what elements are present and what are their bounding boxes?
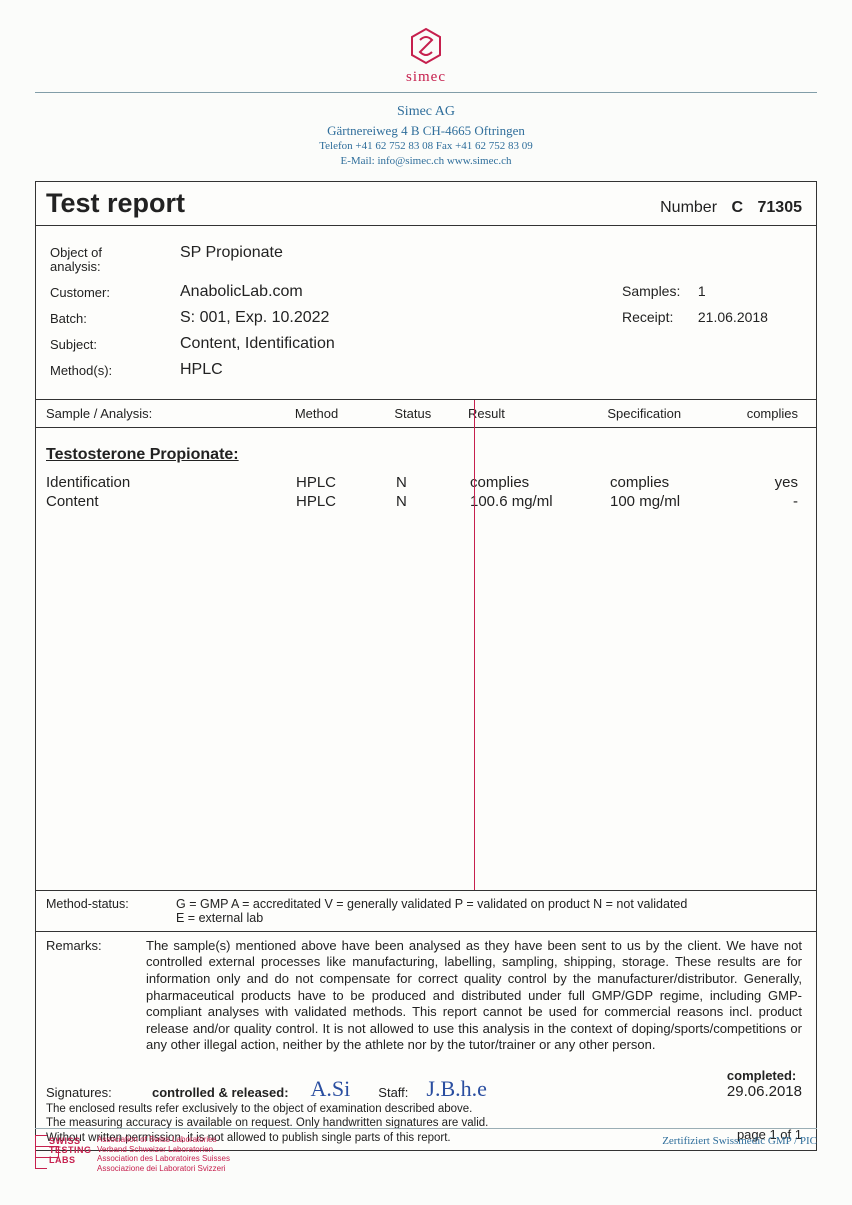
top-rule: [35, 92, 817, 93]
staff-label: Staff:: [378, 1085, 408, 1100]
certification: Zertifiziert Swissmedic GMP / PIC: [662, 1135, 817, 1147]
legend-label: Method-status:: [46, 897, 176, 925]
receipt-value: 21.06.2018: [698, 309, 768, 325]
th-spec: Specification: [607, 406, 746, 421]
table-header: Sample / Analysis: Method Status Result …: [36, 400, 816, 428]
company-telfax: Telefon +41 62 752 83 08 Fax +41 62 752 …: [35, 139, 817, 154]
completed-date: 29.06.2018: [727, 1083, 802, 1100]
cell-complies: yes: [750, 474, 802, 491]
cell-result: 100.6 mg/ml: [460, 493, 610, 510]
remarks: Remarks: The sample(s) mentioned above h…: [36, 931, 816, 1060]
assoc-line: Association des Laboratoires Suisses: [97, 1154, 230, 1164]
signatures-row: Signatures: controlled & released: A.Si …: [36, 1060, 816, 1102]
cell-result: complies: [460, 474, 610, 491]
cell-complies: -: [750, 493, 802, 510]
customer-value: AnabolicLab.com: [180, 283, 622, 301]
staff-signature: J.B.h.e: [414, 1076, 499, 1102]
th-complies: complies: [747, 406, 802, 421]
association-list: Association of Swiss Laboratories Verban…: [97, 1135, 230, 1173]
object-label: Object of analysis:: [50, 244, 180, 275]
controlled-signature: A.Si: [299, 1076, 363, 1102]
subject-value: Content, Identification: [180, 335, 802, 353]
method-status-legend: Method-status: G = GMP A = accreditated …: [36, 890, 816, 931]
cell-spec: complies: [610, 474, 750, 491]
logo-text: simec: [35, 69, 817, 86]
cell-spec: 100 mg/ml: [610, 493, 750, 510]
remarks-label: Remarks:: [46, 938, 146, 1054]
company-block: Simec AG Gärtnereiweg 4 B CH-4665 Oftrin…: [35, 103, 817, 169]
legend-line2: E = external lab: [176, 911, 802, 925]
logo-hex-icon: [406, 26, 446, 71]
assoc-line: Verband Schweizer Laboratorien: [97, 1145, 230, 1155]
analyte-heading: Testosterone Propionate:: [46, 446, 802, 464]
cell-sample: Identification: [46, 474, 296, 491]
cell-status: N: [396, 493, 460, 510]
completed-label: completed:: [727, 1068, 802, 1083]
methods-label: Method(s):: [50, 361, 180, 379]
table-row: Content HPLC N 100.6 mg/ml 100 mg/ml -: [46, 493, 802, 510]
swiss-cross-icon: SWISS TESTING LABS: [35, 1135, 89, 1179]
signatures-label: Signatures:: [46, 1085, 146, 1100]
cell-sample: Content: [46, 493, 296, 510]
footer: SWISS TESTING LABS Association of Swiss …: [35, 1128, 817, 1179]
object-value: SP Propionate: [180, 244, 802, 275]
batch-label: Batch:: [50, 309, 180, 327]
samples: Samples: 1: [622, 283, 802, 301]
th-sample: Sample / Analysis:: [46, 406, 295, 421]
assoc-line: Association of Swiss Laboratories: [97, 1135, 230, 1145]
number-label: Number: [660, 199, 717, 216]
customer-label: Customer:: [50, 283, 180, 301]
subject-label: Subject:: [50, 335, 180, 353]
report-box: Test report Number C 71305 Object of ana…: [35, 181, 817, 1151]
batch-value: S: 001, Exp. 10.2022: [180, 309, 622, 327]
table-divider: [474, 400, 475, 890]
cell-method: HPLC: [296, 493, 396, 510]
report-title: Test report: [46, 188, 185, 219]
footnote-1: The enclosed results refer exclusively t…: [46, 1102, 802, 1116]
samples-label: Samples:: [622, 283, 694, 299]
number-value: 71305: [758, 199, 803, 216]
receipt: Receipt: 21.06.2018: [622, 309, 802, 327]
company-email: E-Mail: info@simec.ch www.simec.ch: [35, 154, 817, 169]
results-table: Sample / Analysis: Method Status Result …: [36, 400, 816, 890]
samples-value: 1: [698, 283, 706, 299]
logo: simec: [35, 26, 817, 86]
number-prefix: C: [731, 199, 743, 216]
cell-method: HPLC: [296, 474, 396, 491]
legend-line1: G = GMP A = accreditated V = generally v…: [176, 897, 802, 911]
remarks-text: The sample(s) mentioned above have been …: [146, 938, 802, 1054]
table-row: Identification HPLC N complies complies …: [46, 474, 802, 491]
company-address: Gärtnereiweg 4 B CH-4665 Oftringen: [35, 122, 817, 140]
th-status: Status: [394, 406, 458, 421]
meta-block: Object of analysis: SP Propionate Custom…: [36, 226, 816, 399]
assoc-line: Associazione dei Laboratori Svizzeri: [97, 1164, 230, 1174]
swiss-labs-text: SWISS TESTING LABS: [49, 1137, 92, 1165]
swiss-labs-badge: SWISS TESTING LABS Association of Swiss …: [35, 1135, 230, 1179]
methods-value: HPLC: [180, 361, 802, 379]
report-number: Number C 71305: [660, 199, 802, 217]
receipt-label: Receipt:: [622, 309, 694, 325]
controlled-label: controlled & released:: [152, 1085, 289, 1100]
th-method: Method: [295, 406, 395, 421]
cell-status: N: [396, 474, 460, 491]
company-name: Simec AG: [35, 103, 817, 122]
th-result: Result: [458, 406, 607, 421]
